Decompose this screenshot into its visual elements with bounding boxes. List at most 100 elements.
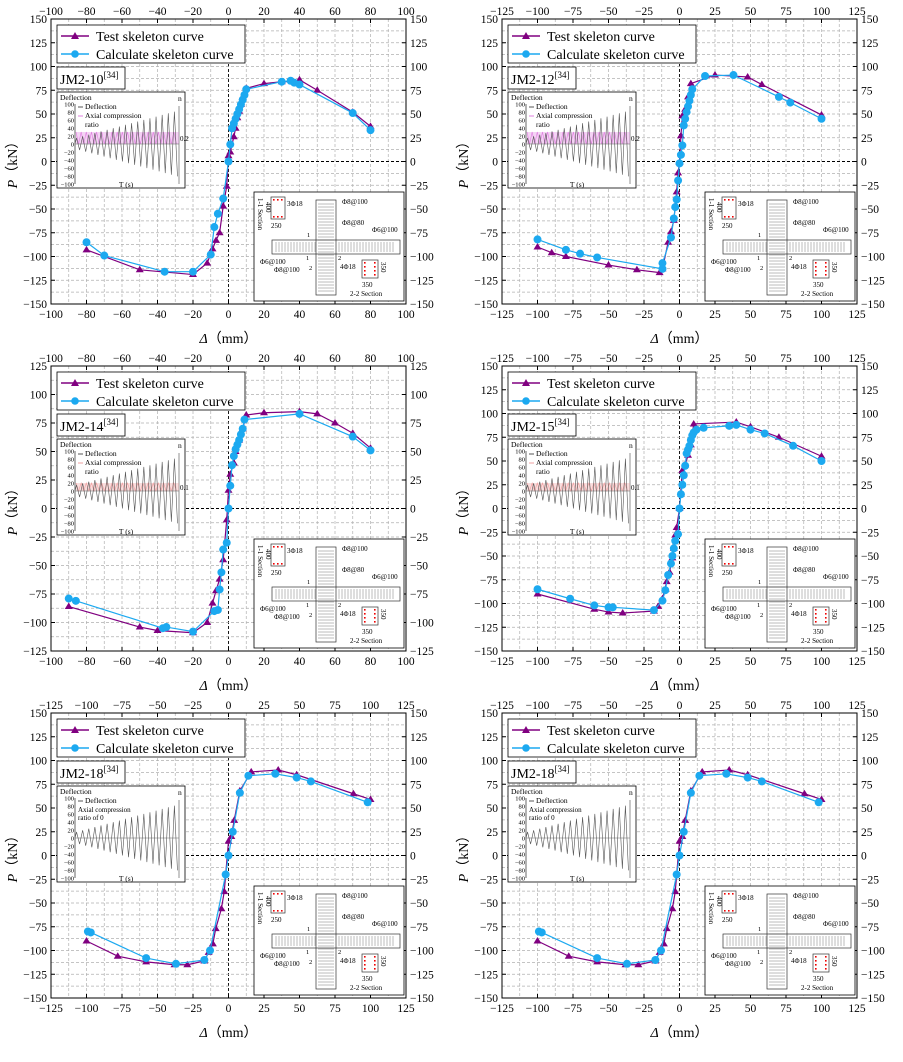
x-tick-label: −50 xyxy=(600,656,618,668)
x-tick-label: 75 xyxy=(780,656,792,668)
rebar-dot xyxy=(273,216,275,218)
x-tick-label-top: 125 xyxy=(848,353,866,365)
rebar-dot xyxy=(825,270,827,272)
legend-calc-label: Calculate skeleton curve xyxy=(547,742,685,757)
rebar-dot xyxy=(732,199,734,201)
stirrup-col-mid-label: Φ8@80 xyxy=(342,219,365,227)
section-mark-1b: 1 xyxy=(757,255,760,262)
section-22-label: 2-2 Section xyxy=(350,290,383,298)
dim-400-label: 400 xyxy=(715,896,723,907)
inset-y-tick-label: 60 xyxy=(68,118,75,125)
y-tick-label: 125 xyxy=(481,38,499,50)
chart-svg-6: −125−125−100−100−75−75−50−50−25−25002525… xyxy=(456,700,885,1041)
bars-bot-label: 4Φ18 xyxy=(791,263,807,271)
x-tick-label-top: −25 xyxy=(635,353,653,365)
inset-legend-axial-1: Axial compression xyxy=(78,806,131,814)
chart-svg-2: −125−125−100−100−75−75−50−50−25−25002525… xyxy=(456,6,885,347)
test-data-point xyxy=(659,939,668,947)
test-data-point xyxy=(800,789,809,797)
rebar-dot xyxy=(732,546,734,548)
test-data-point xyxy=(113,952,122,959)
rebar-dot xyxy=(364,609,366,611)
inset-axial-band xyxy=(76,132,179,144)
inset-y-tick-label: 40 xyxy=(68,126,75,133)
y-tick-label-right: 25 xyxy=(410,475,422,487)
inset-y-tick-label: −80 xyxy=(64,521,74,528)
y-tick-label-right: −25 xyxy=(410,180,428,192)
section-22-label: 2-2 Section xyxy=(801,637,834,645)
x-tick-label: 125 xyxy=(848,1003,866,1015)
rebar-dot xyxy=(374,956,376,958)
x-tick-label: 75 xyxy=(780,309,792,321)
legend-box xyxy=(507,371,697,411)
inset-y-tick-label: 40 xyxy=(68,473,75,480)
beam-outline xyxy=(271,239,401,255)
section-mark-1b: 1 xyxy=(306,255,309,262)
rebar-dot xyxy=(815,274,817,276)
x-tick-label: −75 xyxy=(113,1003,131,1015)
inset-y-tick-label: −60 xyxy=(515,860,525,867)
test-data-point xyxy=(208,599,217,606)
section-mark-2b: 2 xyxy=(338,602,341,609)
stirrup-col-top-label: Φ8@100 xyxy=(342,545,368,553)
dim-350b-label: 350 xyxy=(813,628,824,636)
y-tick-label: 0 xyxy=(492,851,498,863)
legend-test-label: Test skeleton curve xyxy=(96,30,204,45)
calc-data-point xyxy=(221,870,230,879)
x-tick-label: −100 xyxy=(526,1003,550,1015)
x-tick-label-top: 60 xyxy=(329,6,341,18)
calc-data-point xyxy=(200,956,209,964)
y-tick-label-right: −25 xyxy=(410,874,428,886)
y-axis-unit: （kN） xyxy=(456,482,472,527)
y-tick-label: 50 xyxy=(487,803,499,815)
y-tick-label: −100 xyxy=(474,252,498,264)
x-tick-label: 75 xyxy=(780,1003,792,1015)
y-tick-label: 50 xyxy=(36,803,48,815)
inset-y-tick-label: −20 xyxy=(64,844,74,851)
y-tick-label-right: 25 xyxy=(410,827,422,839)
x-tick-label-top: 100 xyxy=(813,6,831,18)
rebar-dot xyxy=(815,960,817,962)
section-22-label: 2-2 Section xyxy=(801,984,834,992)
calc-data-point xyxy=(228,827,237,836)
calc-data-point xyxy=(651,956,660,964)
section-detail: 1-1 Section 400 250 3Φ18 Φ8@100 Φ8@80 Φ6@100 Φ6… xyxy=(253,191,405,302)
x-tick-label: 25 xyxy=(709,656,721,668)
dim-400-label: 400 xyxy=(264,549,272,560)
rebar-dot xyxy=(281,546,283,548)
inset-y-tick-label: 80 xyxy=(68,110,75,117)
test-data-point xyxy=(219,202,228,209)
rebar-dot xyxy=(281,216,283,218)
y-tick-label: −75 xyxy=(29,922,47,934)
calc-data-point xyxy=(222,538,231,547)
x-tick-label: −60 xyxy=(113,656,131,668)
y-tick-label-right: 50 xyxy=(861,803,873,815)
y-tick-label: −25 xyxy=(480,527,498,539)
x-axis-unit: （mm） xyxy=(659,678,709,694)
calc-data-point xyxy=(679,471,688,480)
beam-outline xyxy=(271,586,401,602)
inset-x-label: T (s) xyxy=(570,874,585,883)
x-tick-label-top: 80 xyxy=(365,6,377,18)
y-tick-label: −100 xyxy=(23,618,47,630)
inset-y-tick-label: −60 xyxy=(515,166,525,173)
calc-data-point xyxy=(215,585,224,594)
calc-data-point xyxy=(699,423,708,432)
rebar-dot xyxy=(724,199,726,201)
x-axis-symbol: Δ xyxy=(650,332,659,347)
rebar-dot xyxy=(724,910,726,912)
section-detail: 1-1 Section 400 250 3Φ18 Φ8@100 Φ8@80 Φ6@100 Φ6… xyxy=(253,885,405,996)
y-tick-label: 0 xyxy=(492,504,498,516)
y-tick-label-right: −125 xyxy=(861,275,885,287)
dim-250-label: 250 xyxy=(271,569,282,577)
stirrup-col-bot-label: Φ8@100 xyxy=(274,266,300,274)
specimen-label-box xyxy=(56,413,126,437)
inset-y-tick-label: 20 xyxy=(519,481,526,488)
y-tick-label-right: −75 xyxy=(410,922,428,934)
inset-y-tick-label: −40 xyxy=(64,852,74,859)
chart-svg-3: −100−100−80−80−60−60−40−40−20−2000202040… xyxy=(5,353,434,694)
column-outline xyxy=(315,546,337,643)
rebar-dot xyxy=(825,266,827,268)
specimen-name: JM2-18 xyxy=(511,767,555,782)
